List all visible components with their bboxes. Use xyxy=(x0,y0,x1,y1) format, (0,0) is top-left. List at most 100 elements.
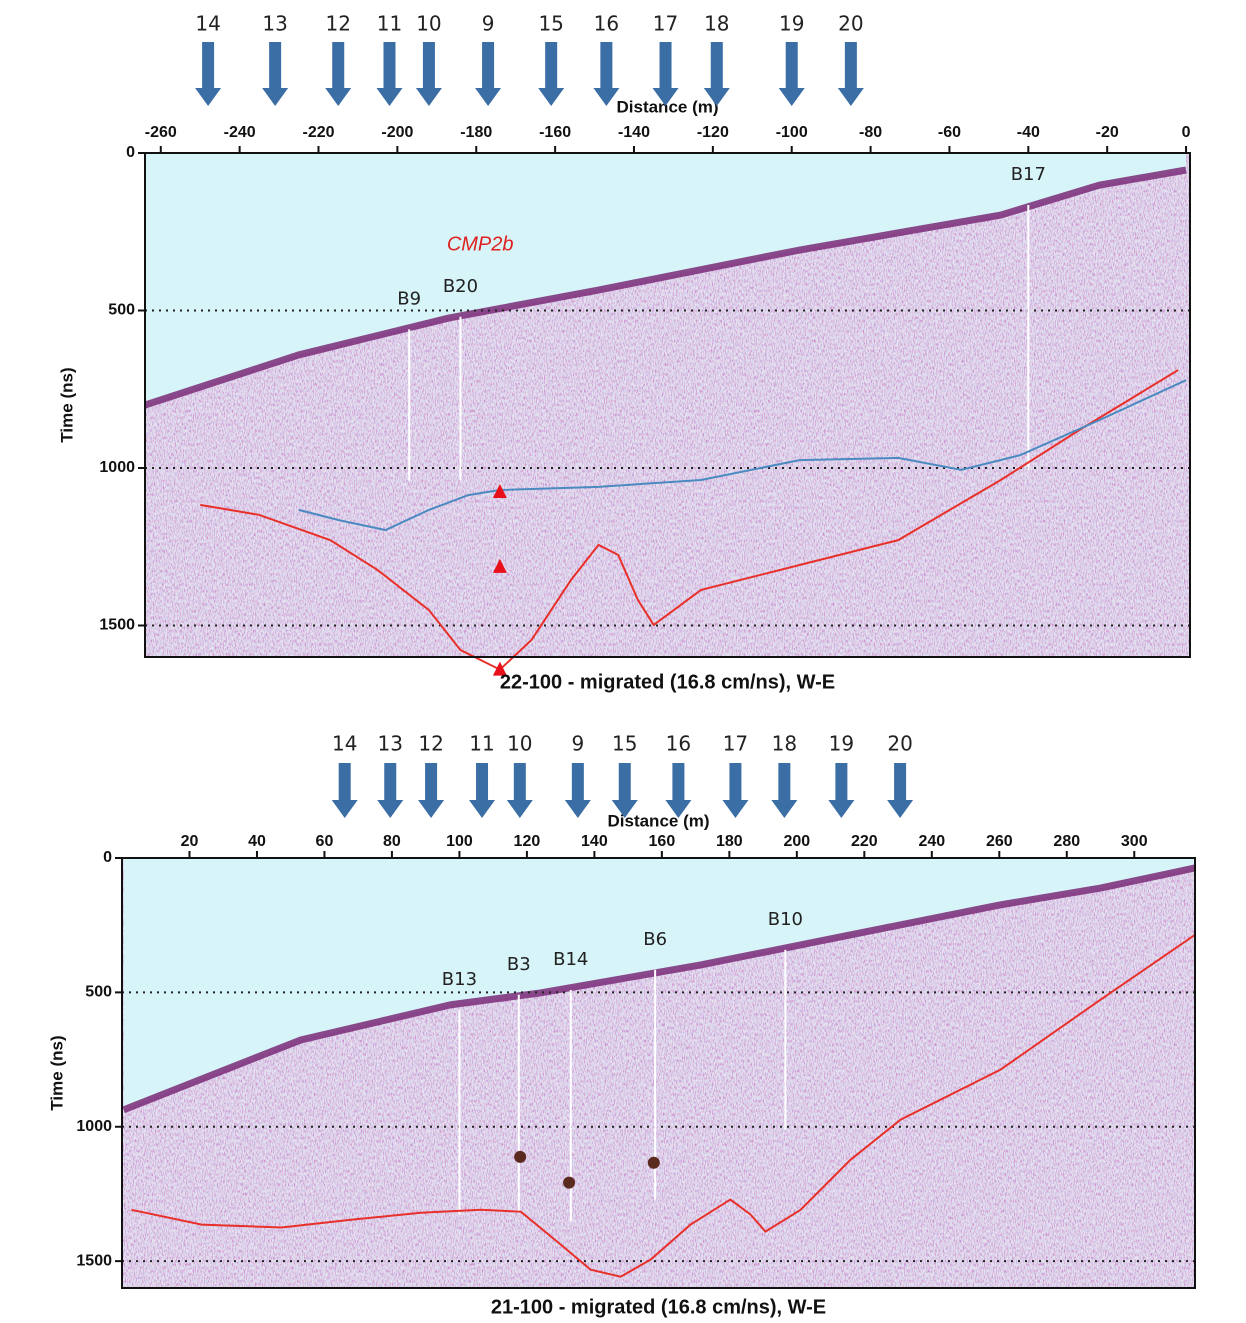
position-arrow xyxy=(195,42,222,106)
position-arrow xyxy=(262,42,289,106)
position-arrow xyxy=(828,763,855,818)
y-axis-title: Time (ns) xyxy=(47,1035,66,1110)
position-arrow xyxy=(611,763,638,818)
plot-area xyxy=(122,858,1195,1288)
position-arrow xyxy=(652,42,679,106)
x-tick-label: 180 xyxy=(716,833,743,850)
marker xyxy=(492,661,507,676)
arrow-label: 17 xyxy=(723,732,748,756)
y-tick-label: 1000 xyxy=(99,459,135,476)
y-tick-label: 1500 xyxy=(99,617,135,634)
x-tick-label: 200 xyxy=(783,833,810,850)
position-arrow xyxy=(331,763,358,818)
marker xyxy=(514,1150,527,1163)
position-arrow xyxy=(418,763,445,818)
borehole-label: B6 xyxy=(643,929,667,950)
position-arrow xyxy=(722,763,749,818)
arrow-label: 18 xyxy=(772,732,797,756)
x-tick-label: 120 xyxy=(514,833,541,850)
arrow-label: 18 xyxy=(704,12,729,36)
x-tick-label: 280 xyxy=(1053,833,1080,850)
borehole-label: B14 xyxy=(553,949,588,970)
x-tick-label: -20 xyxy=(1096,124,1119,141)
y-tick-label: 500 xyxy=(85,984,112,1001)
arrow-label: 10 xyxy=(507,732,532,756)
arrow-label: 14 xyxy=(195,12,220,36)
surface-reflection xyxy=(122,864,1195,1114)
x-tick-label: -140 xyxy=(618,124,650,141)
x-tick-label: -100 xyxy=(776,124,808,141)
borehole-label: B17 xyxy=(1011,164,1046,185)
arrow-label: 19 xyxy=(779,12,804,36)
x-tick-label: 0 xyxy=(1182,124,1191,141)
position-arrow xyxy=(703,42,730,106)
plot-frame xyxy=(121,857,1196,1289)
surface-reflection xyxy=(145,166,1187,409)
marker xyxy=(492,558,507,573)
position-arrow xyxy=(325,42,352,106)
y-tick-label: 500 xyxy=(108,302,135,319)
chart-caption: 22-100 - migrated (16.8 cm/ns), W-E xyxy=(500,671,835,693)
x-tick-label: -200 xyxy=(381,124,413,141)
x-axis-title: Distance (m) xyxy=(616,97,718,116)
position-arrow xyxy=(469,763,496,818)
borehole-label: B20 xyxy=(443,276,478,297)
plot-area xyxy=(145,153,1190,657)
position-arrow xyxy=(377,763,404,818)
arrow-label: 12 xyxy=(418,732,443,756)
position-arrow xyxy=(837,42,864,106)
y-tick-label: 1500 xyxy=(76,1252,112,1269)
interpreted-horizon xyxy=(131,934,1196,1278)
arrow-label: 16 xyxy=(666,732,691,756)
air-zone xyxy=(123,858,1195,1110)
arrow-label: 20 xyxy=(838,12,863,36)
x-tick-label: 160 xyxy=(649,833,676,850)
x-tick-label: -180 xyxy=(460,124,492,141)
x-tick-label: 220 xyxy=(851,833,878,850)
x-tick-label: -60 xyxy=(938,124,961,141)
arrow-label: 19 xyxy=(829,732,854,756)
x-tick-label: -80 xyxy=(859,124,882,141)
marker xyxy=(563,1176,576,1189)
x-tick-label: 260 xyxy=(986,833,1013,850)
x-tick-label: -40 xyxy=(1017,124,1040,141)
arrow-label: 17 xyxy=(653,12,678,36)
x-tick-label: 240 xyxy=(918,833,945,850)
arrow-label: 9 xyxy=(482,12,495,36)
x-tick-label: 40 xyxy=(248,833,266,850)
arrow-label: 9 xyxy=(571,732,584,756)
borehole-label: B9 xyxy=(397,288,421,309)
arrow-label: 12 xyxy=(325,12,350,36)
x-tick-label: -240 xyxy=(224,124,256,141)
arrow-label: 13 xyxy=(378,732,403,756)
position-arrow xyxy=(538,42,565,106)
y-tick-label: 1000 xyxy=(76,1118,112,1135)
y-axis-title: Time (ns) xyxy=(57,367,76,442)
arrow-label: 16 xyxy=(594,12,619,36)
y-tick-label: 0 xyxy=(103,849,112,866)
arrow-label: 10 xyxy=(416,12,441,36)
air-zone xyxy=(145,153,1187,405)
x-tick-label: -260 xyxy=(145,124,177,141)
borehole-label: B3 xyxy=(507,954,531,975)
position-arrow xyxy=(415,42,442,106)
x-tick-label: 140 xyxy=(581,833,608,850)
x-tick-label: 60 xyxy=(316,833,334,850)
arrow-label: 15 xyxy=(538,12,563,36)
marker xyxy=(492,483,507,498)
position-arrow xyxy=(376,42,403,106)
x-tick-label: -220 xyxy=(302,124,334,141)
x-tick-label: 20 xyxy=(181,833,199,850)
y-tick-label: 0 xyxy=(126,144,135,161)
position-arrow xyxy=(778,42,805,106)
arrow-label: 11 xyxy=(469,732,494,756)
arrow-label: 14 xyxy=(332,732,357,756)
interpreted-horizon xyxy=(298,379,1187,532)
position-arrow xyxy=(887,763,914,818)
arrow-label: 13 xyxy=(262,12,287,36)
x-tick-label: -160 xyxy=(539,124,571,141)
position-arrow xyxy=(564,763,591,818)
plot-frame xyxy=(144,152,1191,658)
borehole-label: B10 xyxy=(768,909,803,930)
